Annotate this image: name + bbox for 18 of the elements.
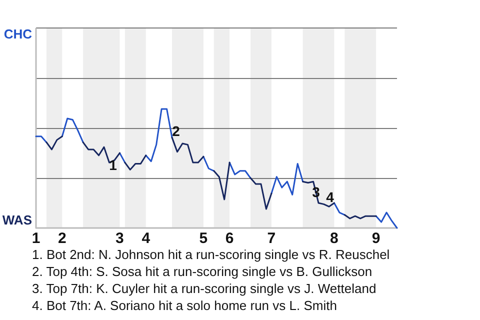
text: CHC: [4, 26, 33, 42]
text: 4. Bot 7th: A. Soriano hit a solo home run vs L. Smith: [32, 298, 337, 313]
x-tick-label: 4: [142, 230, 151, 247]
annotation: 1: [109, 157, 118, 173]
x-tick-label: 8: [330, 230, 338, 247]
x-tick-label: 2: [58, 230, 66, 247]
text: 2. Top 4th: S. Sosa hit a run-scoring single vs B. Gullickson: [32, 264, 372, 279]
x-tick-label: 9: [372, 230, 380, 247]
x-tick-label: 5: [199, 230, 208, 247]
x-tick-label: 6: [225, 230, 234, 247]
text: WAS: [2, 212, 32, 228]
x-tick-label: 1: [32, 230, 40, 247]
x-tick-label: 3: [116, 230, 124, 247]
annotation: 2: [172, 123, 180, 139]
annotation: 4: [326, 189, 334, 205]
text: 3. Top 7th: K. Cuyler hit a run-scoring single vs J. Wetteland: [32, 281, 376, 296]
x-tick-label: 7: [267, 230, 276, 247]
text: 1. Bot 2nd: N. Johnson hit a run-scoring single vs R. Reuschel: [32, 247, 390, 262]
